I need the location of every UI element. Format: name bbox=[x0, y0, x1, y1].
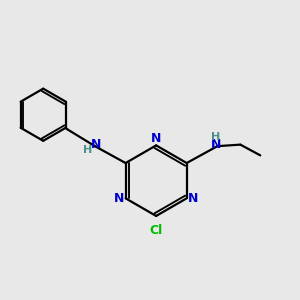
Text: N: N bbox=[211, 138, 221, 151]
Text: N: N bbox=[114, 192, 124, 205]
Text: N: N bbox=[91, 138, 102, 151]
Text: H: H bbox=[82, 145, 92, 155]
Text: N: N bbox=[151, 132, 161, 145]
Text: H: H bbox=[211, 132, 220, 142]
Text: N: N bbox=[188, 192, 199, 205]
Text: Cl: Cl bbox=[149, 224, 163, 237]
